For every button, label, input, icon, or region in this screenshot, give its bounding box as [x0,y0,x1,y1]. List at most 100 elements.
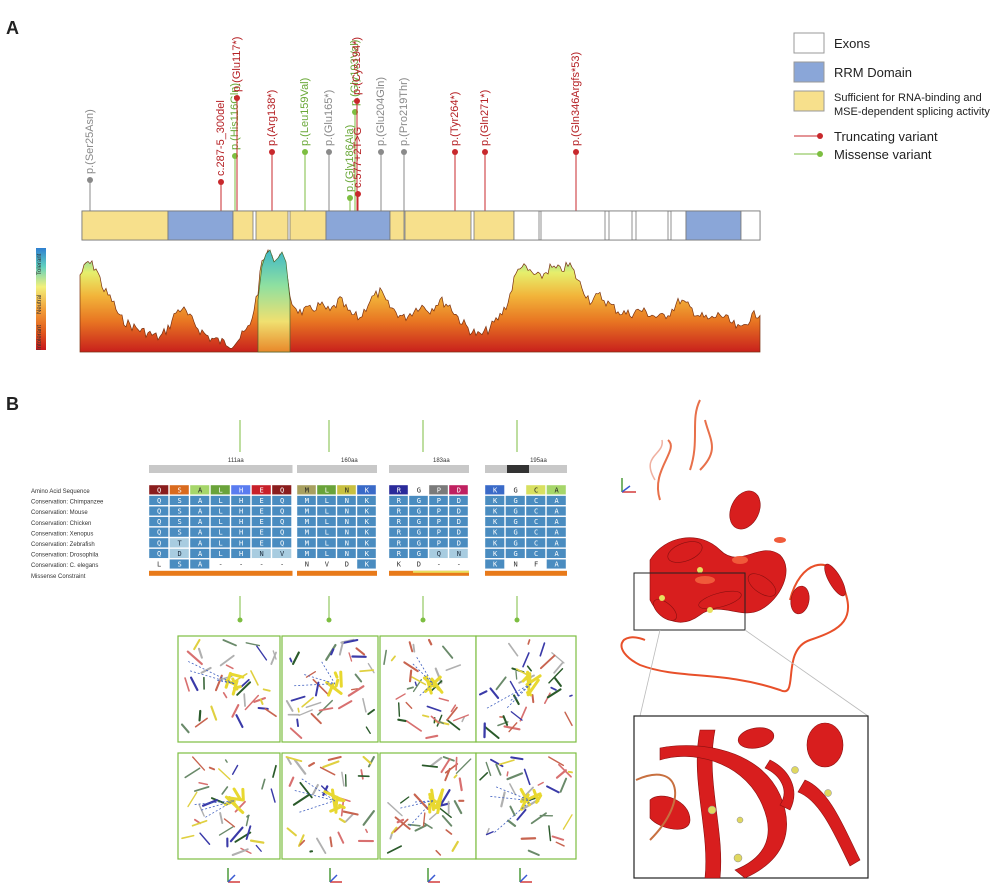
alignment-cell [388,516,409,527]
ribbon-highlights [695,537,786,584]
zoom-backbone [635,773,677,841]
alignment-cell [484,527,505,538]
alignment-cell [230,537,251,548]
alignment-cell [388,559,409,570]
residue-marker [707,607,713,613]
alignment-residue: N [345,508,349,516]
alignment-residue: L [325,486,329,494]
alignment-cell [546,516,567,527]
alignment-residue: A [198,486,203,494]
alignment-cell [428,527,449,538]
alignment-residue: K [365,518,370,526]
alignment-residue: L [325,518,329,526]
exon-5 [389,210,405,241]
exon-1 [81,210,169,241]
alignment-cell [525,548,546,559]
alignment-residue: D [457,486,461,494]
alignment-residue: D [178,550,182,558]
alignment-residue: M [305,497,309,505]
alignment-residue: A [198,518,203,526]
alignment-block: 160aa M L N K M L N K M L N K M L N K M L N K M L N K M L N K N V D K [296,458,377,576]
alignment-cell [230,484,251,495]
alignment-residue: C [534,550,538,558]
block-scale-label: 111aa [228,458,244,464]
alignment-residue: Q [157,550,161,558]
alignment-row-label: Conservation: Xenopus [31,531,93,537]
alignment-residue: G [417,486,421,494]
alignment-cell [189,516,210,527]
alignment-residue: D [345,561,349,569]
alignment-residue: K [493,497,498,505]
alignment-cell [210,527,231,538]
alignment-residue: Q [280,518,284,526]
alignment-cell [336,516,357,527]
legend-rrm-swatch [793,61,825,83]
alignment-residue: D [457,518,461,526]
alignment-cell [388,484,409,495]
alignment-cell [428,559,449,570]
alignment-residue: K [493,508,498,516]
block-scale-label: 160aa [341,458,358,464]
alignment-cell [525,527,546,538]
alignment-cell [296,548,317,559]
protein-3d-structure [620,399,869,879]
alignment-cell [316,548,337,559]
structure-thumbnail [379,752,477,860]
residue-marker [697,567,703,573]
alignment-cell [448,484,469,495]
zoom-residues [707,766,832,863]
alignment-cell [189,495,210,506]
alignment-cell [408,484,429,495]
exon-4 [289,210,327,241]
alignment-residue: G [514,486,518,494]
alignment-cell [296,537,317,548]
alignment-cell [316,495,337,506]
alignment-cell [189,506,210,517]
orientation-axes-glyph [329,868,342,883]
alignment-residue: V [280,550,285,558]
structure-thumbnail [379,635,477,743]
block-scale-label: 195aa [530,458,547,464]
alignment-residue: D [457,508,461,516]
alignment-cell [505,495,526,506]
alignment-cell [448,516,469,527]
alignment-residue: Q [280,529,284,537]
alignment-cell [448,548,469,559]
alignment-residue: D [457,497,461,505]
alignment-residue: K [493,486,498,494]
block-scale-bar [389,465,469,473]
alignment-residue: A [555,539,560,547]
alignment-residue: E [260,497,264,505]
alignment-cell [428,537,449,548]
alignment-cell [408,559,429,570]
alignment-cell [169,506,190,517]
alignment-residue: L [325,539,329,547]
alignment-residue: R [397,486,402,494]
alignment-residue: G [514,550,518,558]
alignment-residue: - [219,561,223,569]
alignment-residue: G [417,497,421,505]
alignment-residue: M [305,508,309,516]
exon-13 [740,210,761,241]
alignment-residue: Q [157,518,161,526]
alignment-residue: P [437,486,441,494]
alignment-residue: R [397,539,402,547]
alignment-cell [448,559,469,570]
alignment-cell [210,495,231,506]
alignment-cell [408,495,429,506]
alignment-cell [271,506,292,517]
zoom-box [633,572,746,631]
alignment-residue: C [534,497,538,505]
alignment-cell [169,484,190,495]
alignment-cell [546,559,567,570]
alignment-cell [356,495,377,506]
alignment-residue: C [534,518,538,526]
alignment-cell [251,548,272,559]
exon-6 [404,210,472,241]
alignment-residue: G [514,518,518,526]
alignment-cell [251,506,272,517]
legend-sufficient-line2: MSE-dependent splicing activity [834,106,990,118]
alignment-residue: K [493,518,498,526]
alignment-cell [356,548,377,559]
variant-label: p.(Gln271*) [479,90,491,146]
